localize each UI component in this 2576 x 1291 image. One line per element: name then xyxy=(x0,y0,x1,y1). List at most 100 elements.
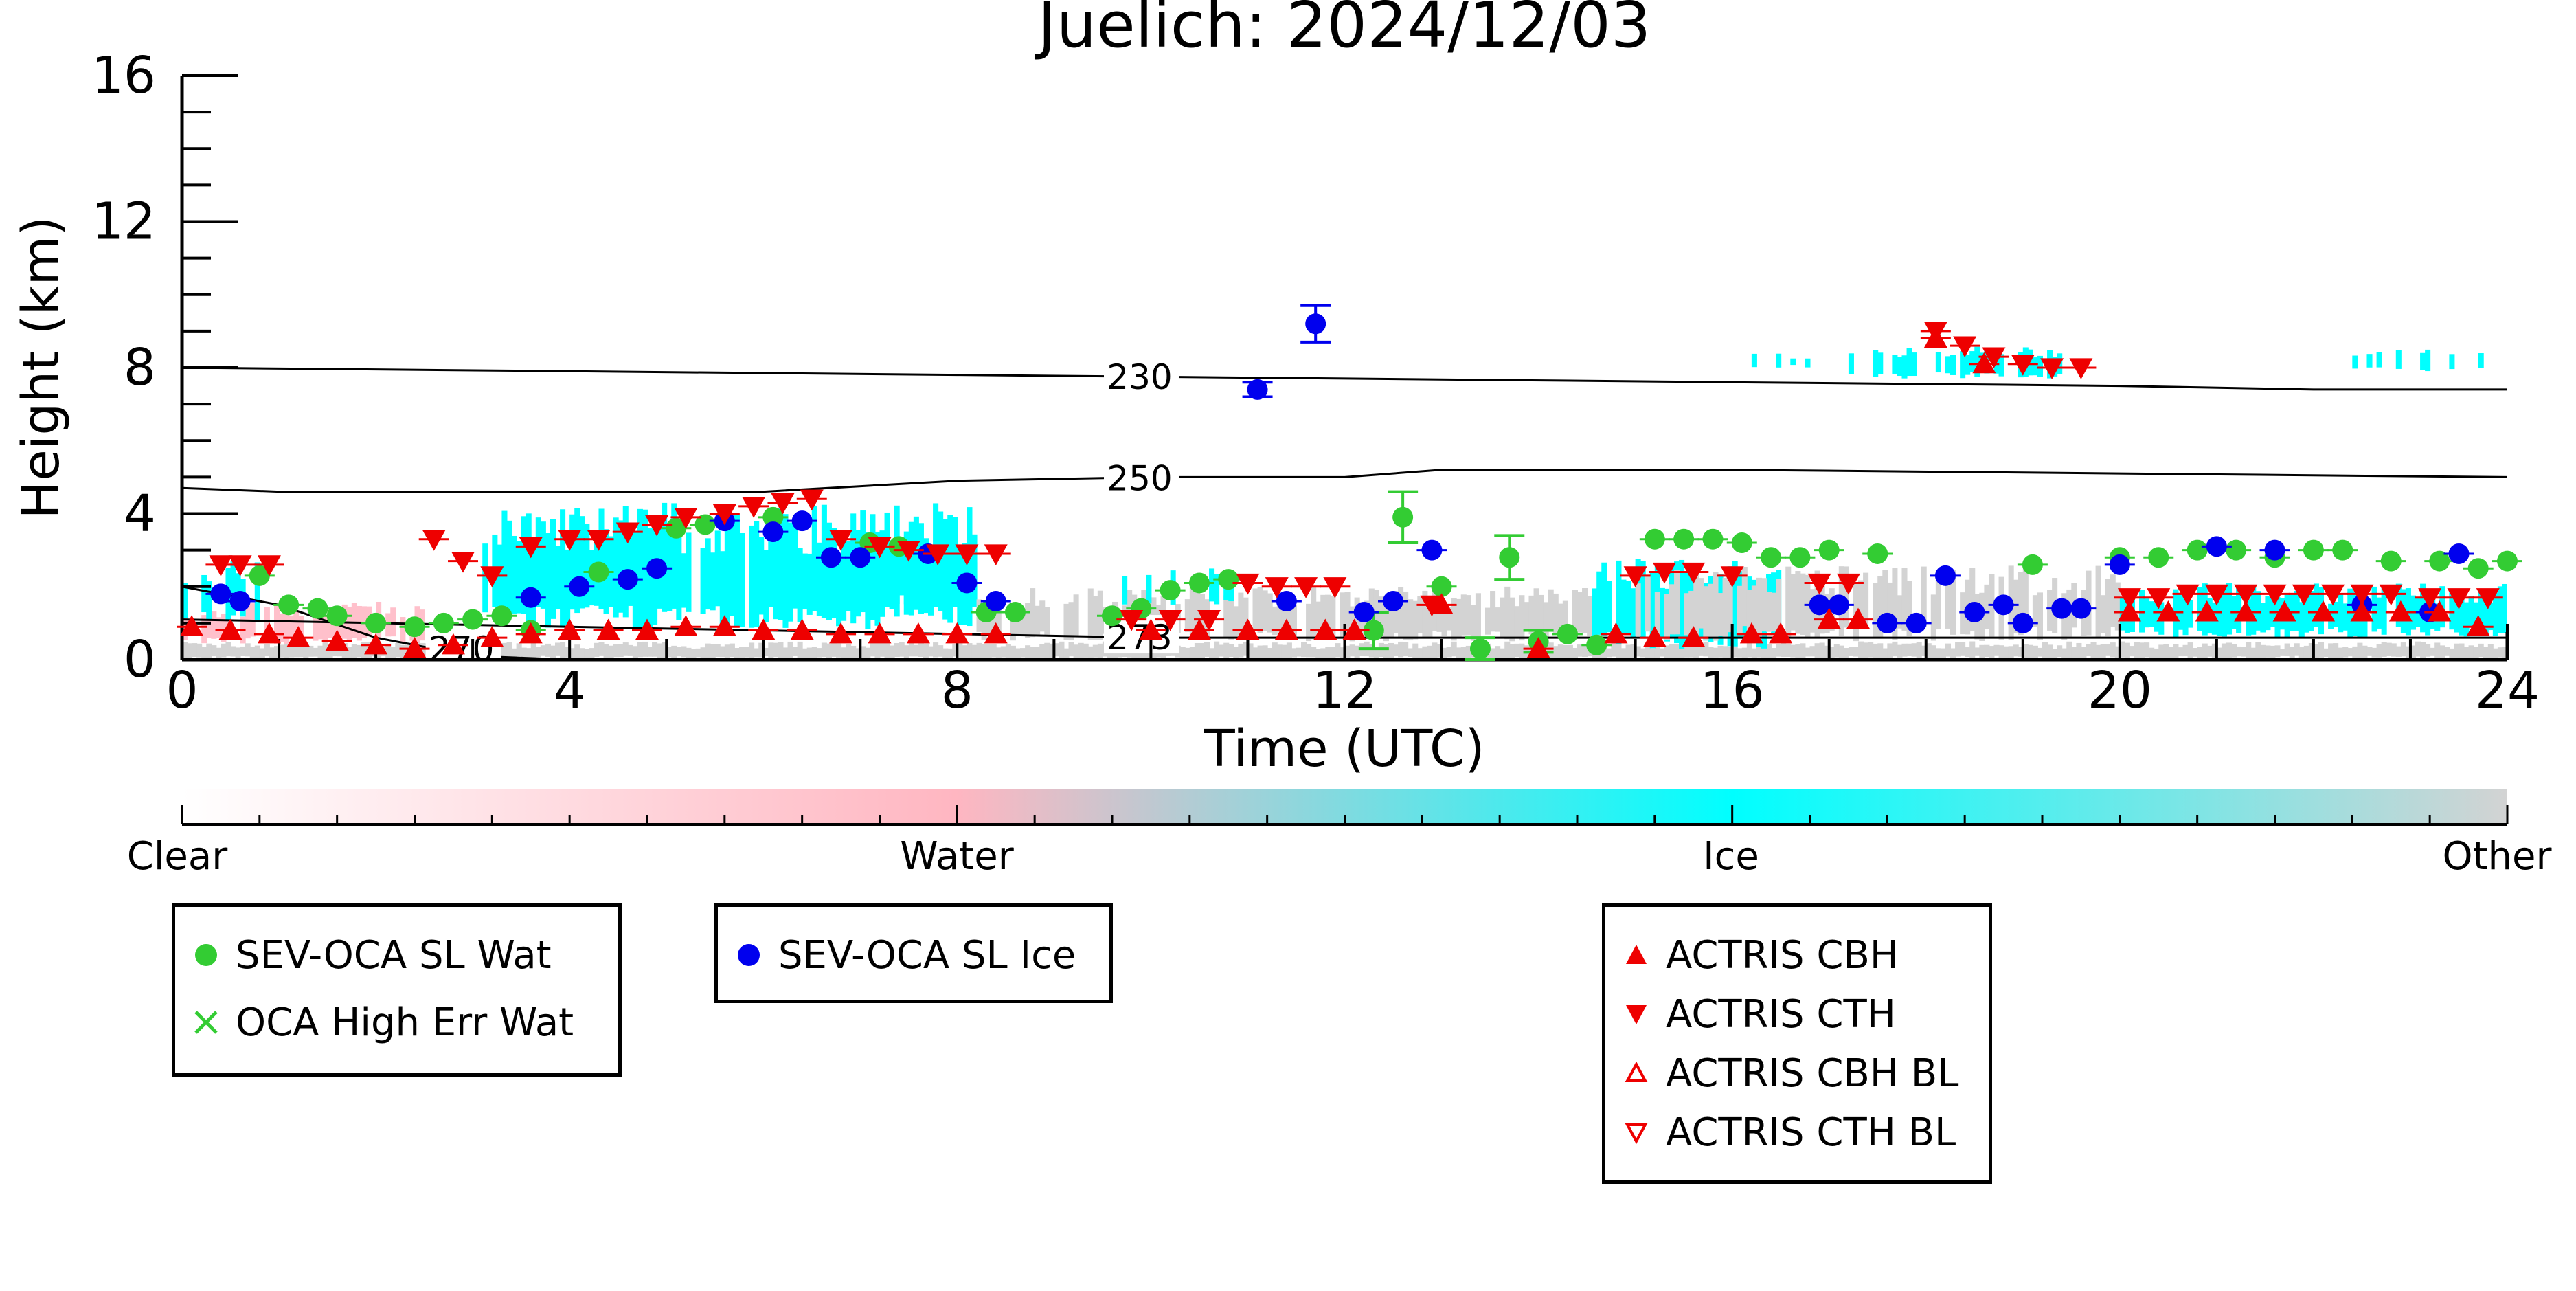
background-cell xyxy=(1412,600,1419,640)
data-point xyxy=(635,618,659,640)
background-cell xyxy=(1524,602,1530,631)
data-point xyxy=(2204,584,2228,606)
background-cell xyxy=(1243,642,1249,656)
background-cell xyxy=(662,502,668,612)
background-cell xyxy=(221,643,227,658)
background-cell xyxy=(598,642,605,656)
background-cell xyxy=(1838,645,1844,659)
background-cell xyxy=(1557,603,1563,633)
legend-item-oca-high-err-wat: OCA High Err Wat xyxy=(189,1000,574,1045)
background-cell xyxy=(2415,641,2421,657)
x-tick-label: 8 xyxy=(941,661,973,720)
legend-item-sev-oca-sl-ice: SEV-OCA SL Ice xyxy=(732,933,1076,978)
background-cell xyxy=(1460,647,1467,658)
background-cell xyxy=(1552,646,1559,658)
background-cell xyxy=(545,533,551,628)
data-point xyxy=(1342,618,1366,640)
legend-label: ACTRIS CBH BL xyxy=(1666,1051,1959,1096)
y-tick-label: 8 xyxy=(124,338,156,397)
data-point xyxy=(790,618,814,640)
background-cell xyxy=(622,642,629,656)
background-cell xyxy=(976,642,982,659)
background-cell xyxy=(1097,643,1103,660)
background-cell xyxy=(1330,595,1336,637)
data-point xyxy=(2051,598,2072,619)
background-cell xyxy=(1432,642,1438,660)
background-cell xyxy=(1950,355,1956,375)
data-point xyxy=(1469,638,1491,660)
background-cell xyxy=(1495,607,1501,632)
background-cell xyxy=(385,643,392,659)
background-cell xyxy=(695,648,701,658)
background-cell xyxy=(565,647,571,658)
background-cell xyxy=(637,642,643,658)
background-cell xyxy=(2105,579,2111,637)
background-cell xyxy=(2206,645,2213,657)
background-cell xyxy=(1596,571,1603,635)
background-cell xyxy=(686,532,692,612)
background-cell xyxy=(1233,647,1239,658)
background-cell xyxy=(2381,642,2387,657)
data-point xyxy=(666,517,687,539)
background-cell xyxy=(273,646,280,658)
background-cell xyxy=(1257,645,1263,658)
background-cell xyxy=(1020,607,1026,636)
background-cell xyxy=(1906,348,1912,377)
background-cell xyxy=(1620,579,1627,634)
background-cell xyxy=(182,642,188,659)
background-cell xyxy=(317,614,324,640)
y-tick-label: 0 xyxy=(124,630,156,689)
background-cell xyxy=(1950,570,1956,635)
background-cell xyxy=(579,516,585,609)
data-point xyxy=(1102,605,1122,627)
background-cell xyxy=(1054,643,1060,657)
background-cell xyxy=(2192,647,2198,657)
data-point xyxy=(286,626,310,647)
background-cell xyxy=(1776,353,1782,368)
background-cell xyxy=(2376,644,2382,658)
data-point xyxy=(985,591,1006,611)
background-cell xyxy=(289,615,295,639)
background-cell xyxy=(811,506,817,611)
background-cell xyxy=(690,649,697,660)
background-cell xyxy=(1727,572,1733,633)
background-cell xyxy=(2032,645,2038,658)
background-cell xyxy=(938,543,944,596)
background-cell xyxy=(903,645,909,659)
background-cell xyxy=(1286,603,1292,636)
background-cell xyxy=(662,642,668,658)
background-cell xyxy=(1606,581,1612,633)
background-cell xyxy=(918,554,924,601)
background-cell xyxy=(1340,647,1346,659)
background-cell xyxy=(2027,644,2033,659)
background-cell xyxy=(1368,644,1375,658)
contour-line-250 xyxy=(182,469,2507,493)
background-cell xyxy=(2061,648,2068,658)
series-actris-cth xyxy=(205,322,2503,631)
background-cell xyxy=(1911,352,1917,377)
background-cell xyxy=(560,509,566,627)
background-cell xyxy=(1925,643,1932,659)
background-cell xyxy=(2197,587,2203,631)
background-cell xyxy=(1388,642,1394,658)
colorbar-label-water: Water xyxy=(900,834,1015,879)
background-cell xyxy=(1514,643,1520,658)
background-cell xyxy=(1814,643,1820,660)
background-cell xyxy=(1756,642,1762,658)
background-cell xyxy=(846,563,852,596)
background-cell xyxy=(647,647,653,657)
background-cell xyxy=(1800,643,1806,659)
background-cell xyxy=(1509,644,1515,660)
contour-label-bg xyxy=(1104,354,1179,393)
background-cell xyxy=(1262,645,1268,658)
background-cell xyxy=(2483,588,2489,633)
data-point xyxy=(1739,622,1763,644)
axes: 0 4 8 12 16 0 4 8 12 16 20 24 xyxy=(91,46,2540,720)
data-point xyxy=(558,618,582,640)
data-point xyxy=(1953,336,1977,358)
background-cell xyxy=(836,553,842,627)
background-cell xyxy=(1897,357,1903,377)
background-cell xyxy=(2497,647,2503,658)
background-cell xyxy=(928,558,934,598)
data-point xyxy=(1236,573,1260,595)
